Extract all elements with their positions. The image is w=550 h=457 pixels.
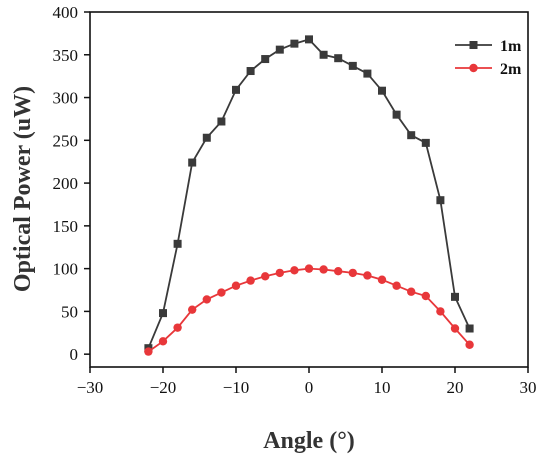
data-point	[450, 324, 460, 333]
x-tick-label: 0	[305, 378, 314, 397]
data-point	[188, 305, 197, 314]
y-tick-label: 50	[61, 302, 78, 321]
data-point	[348, 268, 357, 278]
y-tick-label: 300	[53, 89, 79, 108]
legend-marker	[469, 41, 478, 49]
data-point	[202, 295, 211, 304]
series-2m	[144, 264, 474, 356]
data-point	[202, 133, 211, 142]
y-tick-label: 150	[53, 217, 79, 236]
data-point	[275, 45, 284, 54]
series-1m	[144, 35, 474, 353]
data-point	[436, 196, 445, 205]
data-point	[392, 110, 401, 119]
data-point	[392, 281, 401, 290]
data-point	[231, 281, 241, 290]
data-point	[363, 69, 372, 78]
data-point	[465, 324, 474, 333]
data-point	[261, 272, 270, 281]
data-point	[407, 287, 416, 296]
data-point	[436, 307, 445, 316]
y-tick-label: 400	[53, 3, 79, 22]
data-point	[319, 50, 328, 59]
data-point	[188, 158, 197, 167]
x-axis: −30 −20 −10 0 10 20 30	[77, 367, 537, 397]
data-point	[261, 55, 270, 64]
data-point	[348, 61, 357, 70]
y-axis: 0 50 100 150 200 250 300 350 400	[53, 3, 90, 364]
data-point	[246, 67, 255, 76]
x-tick-label: −10	[223, 378, 250, 397]
data-point	[377, 275, 387, 284]
data-point	[173, 239, 182, 248]
legend-label: 1m	[500, 38, 522, 55]
data-point	[421, 291, 430, 301]
data-point	[465, 340, 474, 349]
data-point	[232, 85, 240, 94]
data-point	[217, 288, 226, 297]
data-point	[305, 35, 313, 44]
data-point	[334, 54, 343, 63]
data-point	[144, 347, 153, 356]
x-tick-label: −30	[77, 378, 104, 397]
x-axis-title: Angle (°)	[263, 428, 355, 454]
legend-marker	[469, 63, 478, 73]
data-point	[290, 39, 299, 48]
data-point	[173, 323, 182, 332]
x-tick-label: 10	[374, 378, 391, 397]
data-point	[159, 309, 167, 318]
data-point	[363, 271, 372, 280]
x-tick-label: 30	[520, 378, 537, 397]
series-line-2m	[147, 267, 471, 353]
x-tick-label: −20	[150, 378, 177, 397]
y-tick-label: 250	[53, 131, 79, 150]
data-point	[158, 337, 168, 346]
data-point	[451, 292, 459, 301]
data-point	[217, 117, 226, 126]
legend-label: 2m	[500, 61, 522, 78]
series-layer	[144, 35, 474, 356]
data-point	[246, 276, 255, 285]
data-point	[407, 131, 416, 140]
y-tick-label: 200	[53, 174, 79, 193]
data-point	[378, 86, 386, 95]
data-point	[290, 266, 299, 275]
series-line-1m	[147, 38, 471, 349]
y-tick-label: 350	[53, 46, 79, 65]
data-point	[421, 138, 430, 147]
y-tick-label: 100	[53, 260, 79, 279]
y-tick-label: 0	[70, 345, 79, 364]
data-point	[334, 266, 343, 276]
data-point	[275, 268, 284, 278]
y-axis-title: Optical Power (uW)	[10, 86, 36, 292]
data-point	[319, 265, 328, 274]
x-tick-label: 20	[447, 378, 464, 397]
data-point	[304, 264, 314, 273]
